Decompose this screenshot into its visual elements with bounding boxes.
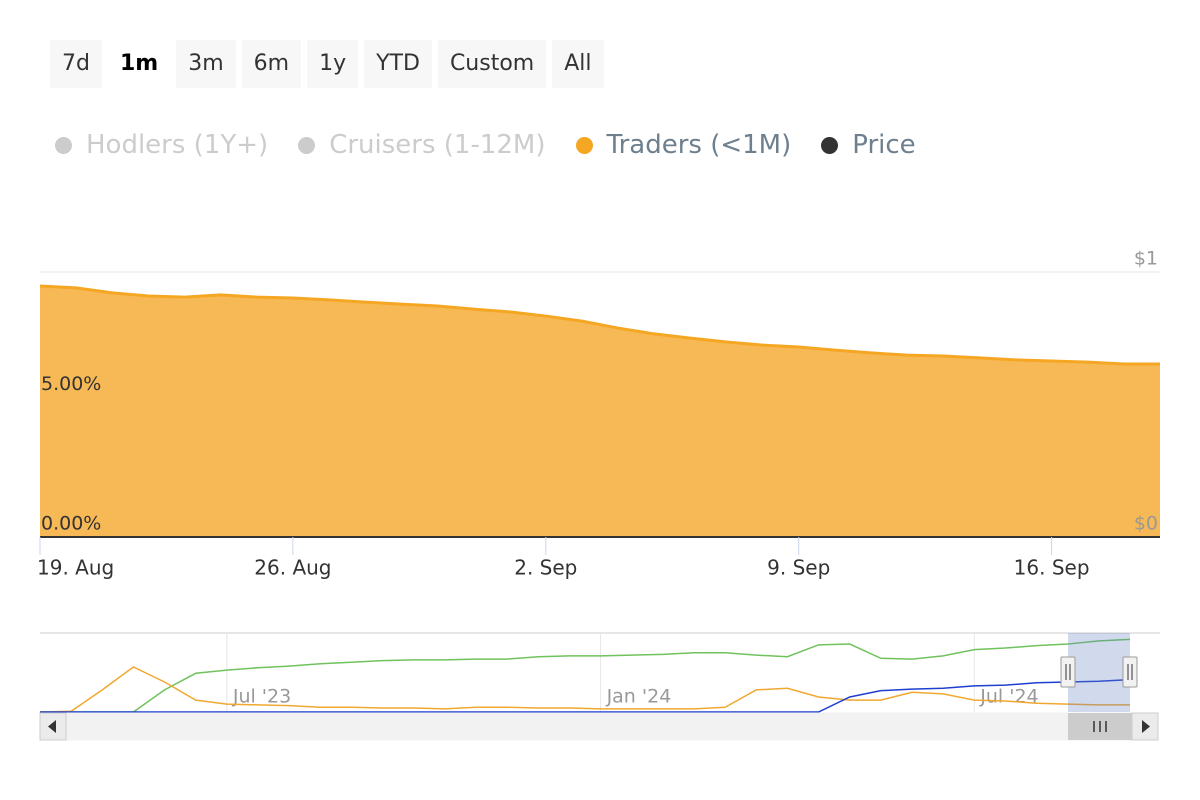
scrollbar-track [39,712,1159,741]
legend-item[interactable]: Traders (<1M) [575,130,792,160]
navigator-handle [1122,656,1138,688]
y2-tick-label: $1 [1134,248,1158,270]
range-button[interactable]: Custom [437,40,547,88]
range-button[interactable]: 1y [307,40,359,88]
navigator-mask [1068,633,1130,712]
x-tick-label: 9. Sep [767,556,830,580]
legend-swatch [298,136,316,154]
y-tick-label: 5.00% [41,373,101,395]
legend-item[interactable]: Cruisers (1-12M) [298,130,546,160]
range-selector: 7d 1m 3m 6m 1y YTD Custom All [50,40,604,88]
legend-swatch [575,136,593,154]
range-button[interactable]: 7d [50,40,102,88]
navigator-handle [1060,656,1076,688]
range-button[interactable]: All [552,40,604,88]
x-tick-label: 19. Aug [37,556,114,580]
y-tick-label: 0.00% [41,513,101,535]
legend-item[interactable]: Price [821,130,916,160]
navigator-line [40,678,1131,713]
legend-label: Traders (<1M) [606,130,792,160]
legend-swatch [821,136,839,154]
legend-label: Price [852,130,916,160]
range-button[interactable]: 6m [241,40,302,88]
navigator-tick-label: Jul '24 [979,686,1038,708]
scrollbar-arrow [48,720,56,733]
legend: Hodlers (1Y+) Cruisers (1-12M) Traders (<1… [55,130,916,160]
range-button[interactable]: 1m [107,40,171,88]
range-button[interactable]: 3m [176,40,236,88]
x-tick-label: 26. Aug [254,556,331,580]
y2-tick-label: $0 [1134,513,1158,535]
area [40,285,1160,537]
navigator-tick-label: Jul '23 [232,686,291,708]
range-button[interactable]: YTD [364,40,432,88]
x-tick-label: 2. Sep [514,556,577,580]
legend-label: Hodlers (1Y+) [86,130,269,160]
navigator-tick-label: Jan '24 [606,686,672,708]
legend-label: Cruisers (1-12M) [329,130,546,160]
legend-swatch [55,136,72,154]
area-line [39,284,1160,366]
navigator-line [39,666,1130,713]
navigator-line [40,638,1131,713]
x-tick-label: 16. Sep [1014,556,1090,580]
legend-item[interactable]: Hodlers (1Y+) [55,130,268,160]
scrollbar-arrow [1142,720,1150,733]
